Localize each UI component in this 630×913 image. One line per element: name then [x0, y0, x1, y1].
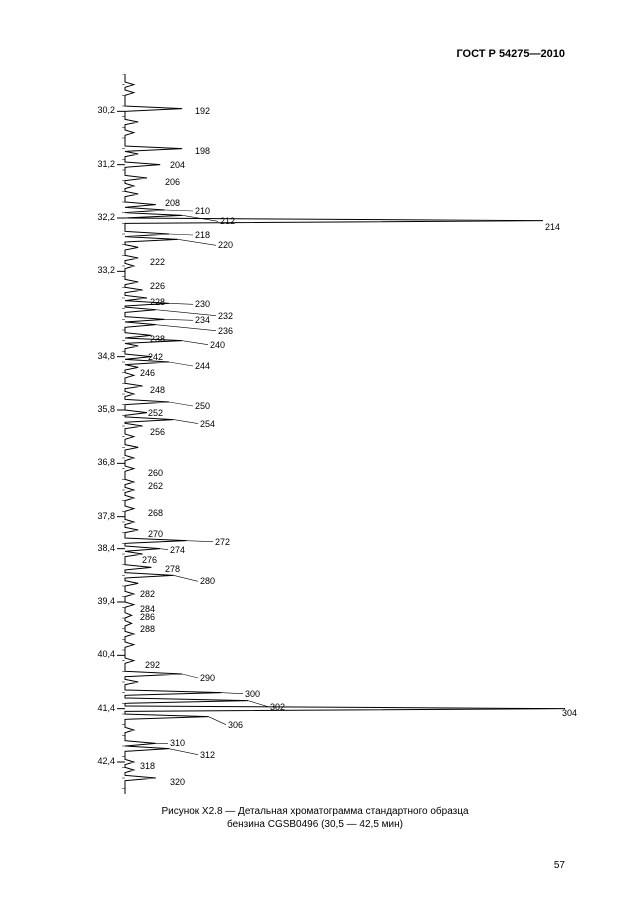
axis-tick-label: 34,8	[75, 351, 115, 361]
peak-label: 248	[150, 385, 165, 395]
axis-tick-label: 37,8	[75, 511, 115, 521]
axis-tick-label: 31,2	[75, 159, 115, 169]
peak-label: 278	[165, 564, 180, 574]
peak-label: 218	[195, 230, 210, 240]
peak-label: 220	[218, 240, 233, 250]
peak-label: 212	[220, 216, 235, 226]
peak-label: 228	[150, 297, 165, 307]
axis-tick-label: 38,4	[75, 543, 115, 553]
peak-label: 270	[148, 529, 163, 539]
chromatogram-chart: 30,2 31,2 32,2 33,2 34,8 35,8 36,8 37,8 38,4 39,4…	[0, 74, 630, 794]
peak-label: 312	[200, 750, 215, 760]
peak-label: 204	[170, 160, 185, 170]
peak-label: 208	[165, 198, 180, 208]
peak-label: 290	[200, 673, 215, 683]
peak-label: 234	[195, 315, 210, 325]
peak-label: 280	[200, 576, 215, 586]
peak-label: 260	[148, 468, 163, 478]
caption-line-1: Рисунок Х2.8 — Детальная хроматограмма с…	[161, 806, 468, 817]
peak-label: 292	[145, 660, 160, 670]
peak-label: 246	[140, 368, 155, 378]
axis-tick-label: 36,8	[75, 457, 115, 467]
axis-tick-label: 32,2	[75, 212, 115, 222]
caption-line-2: бензина CGSB0496 (30,5 — 42,5 мин)	[227, 819, 403, 830]
peak-label: 244	[195, 361, 210, 371]
axis-tick-label: 35,8	[75, 404, 115, 414]
peak-label: 250	[195, 401, 210, 411]
peak-label: 222	[150, 257, 165, 267]
peak-label: 206	[165, 177, 180, 187]
peak-label: 288	[140, 624, 155, 634]
axis-tick-label: 33,2	[75, 265, 115, 275]
peak-label: 302	[270, 702, 285, 712]
peak-label: 272	[215, 537, 230, 547]
peak-label: 282	[140, 589, 155, 599]
peak-label: 232	[218, 311, 233, 321]
peak-label: 198	[195, 146, 210, 156]
peak-label: 318	[140, 761, 155, 771]
peak-label: 242	[148, 352, 163, 362]
peak-label: 236	[218, 326, 233, 336]
axis-tick-label: 39,4	[75, 596, 115, 606]
document-header: ГОСТ Р 54275—2010	[456, 48, 565, 60]
peak-label: 238	[150, 334, 165, 344]
chromatogram-svg	[0, 74, 630, 794]
peak-label: 300	[245, 689, 260, 699]
page-number: 57	[554, 860, 565, 871]
axis-tick-label: 40,4	[75, 649, 115, 659]
axis-tick-label: 41,4	[75, 703, 115, 713]
peak-label: 240	[210, 340, 225, 350]
peak-label: 262	[148, 481, 163, 491]
peak-label: 214	[545, 222, 560, 232]
peak-label: 304	[562, 708, 577, 718]
peak-label: 320	[170, 777, 185, 787]
peak-label: 268	[148, 508, 163, 518]
peak-label: 254	[200, 419, 215, 429]
peak-label: 252	[148, 408, 163, 418]
figure-caption: Рисунок Х2.8 — Детальная хроматограмма с…	[0, 805, 630, 831]
peak-label: 286	[140, 612, 155, 622]
peak-label: 192	[195, 106, 210, 116]
peak-label: 230	[195, 299, 210, 309]
peak-label: 306	[228, 720, 243, 730]
axis-tick-label: 42,4	[75, 756, 115, 766]
peak-label: 256	[150, 427, 165, 437]
peak-label: 210	[195, 206, 210, 216]
peak-label: 276	[142, 555, 157, 565]
peak-label: 226	[150, 281, 165, 291]
axis-tick-label: 30,2	[75, 105, 115, 115]
peak-label: 274	[170, 545, 185, 555]
peak-label: 310	[170, 738, 185, 748]
